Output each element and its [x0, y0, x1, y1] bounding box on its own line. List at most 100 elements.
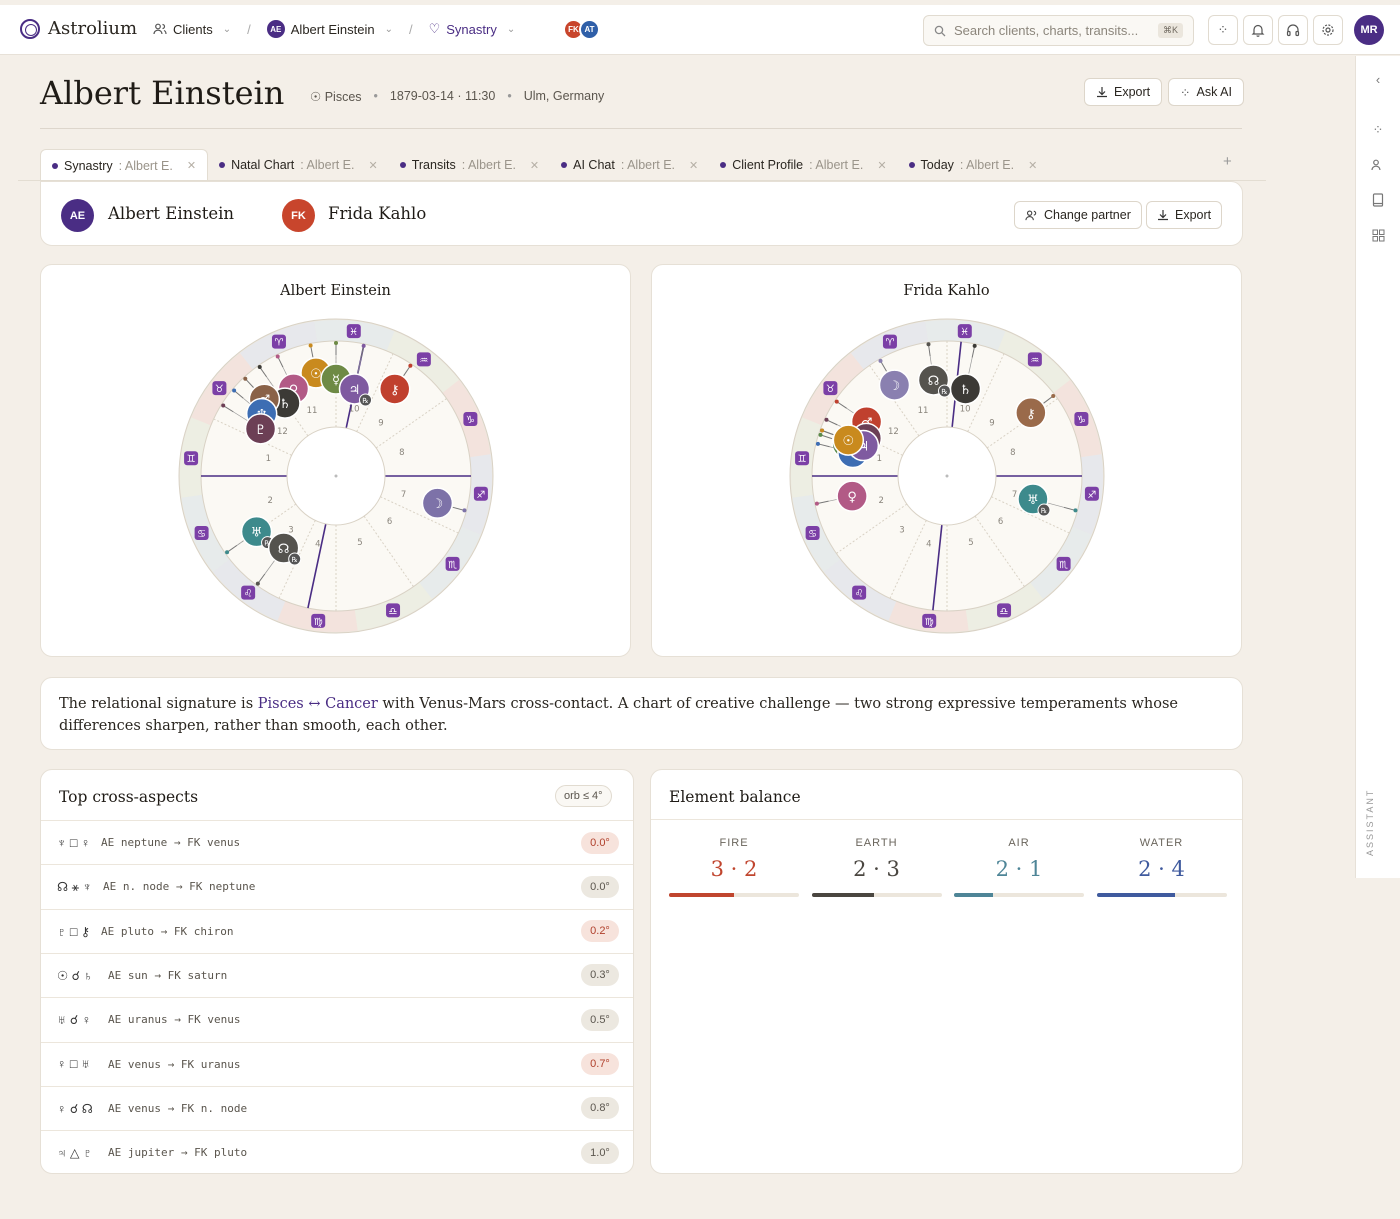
- planet-disc: [244, 413, 277, 445]
- planet-tick: [360, 345, 365, 358]
- retrograde-badge: [359, 393, 373, 407]
- aspect-row[interactable]: ☉ ☌ ♄ AE sun → FK saturn 0.3°: [41, 952, 633, 997]
- tab-label: Today: [920, 158, 954, 172]
- element-bar-fill: [1096, 893, 1175, 897]
- tab-transits[interactable]: Transits: Albert E. ✕: [389, 149, 550, 181]
- orb-badge: 0.2°: [581, 920, 619, 943]
- chart-wheel-b[interactable]: ♑♒♓♈♉♊♋♌♍♎♏♐123456789101112☽☊℞♄⚷♂♇☿♆♃☉♀♅…: [777, 308, 1117, 643]
- heart-icon: ♡: [428, 21, 441, 36]
- breadcrumb-client[interactable]: AE Albert Einstein ⌄: [266, 20, 393, 38]
- sign-glyph: ♏: [1059, 560, 1068, 571]
- signature-arrow: ↔: [303, 696, 326, 712]
- planet-marker: [275, 354, 280, 359]
- book-icon[interactable]: [1370, 193, 1386, 209]
- sign-glyph: ♑: [466, 415, 475, 426]
- close-icon[interactable]: ✕: [689, 159, 699, 172]
- breadcrumb-clients[interactable]: Clients ⌄: [153, 22, 231, 37]
- aspect-row[interactable]: ♆ □ ♀ AE neptune → FK venus 0.0°: [41, 820, 633, 864]
- search-input[interactable]: Search clients, charts, transits...: [954, 23, 1139, 38]
- close-icon[interactable]: ✕: [1028, 159, 1038, 172]
- planet-glyph: ♇: [255, 423, 267, 438]
- ai-sparkle-button[interactable]: ⁘: [1208, 15, 1238, 45]
- planet-marker: [834, 399, 839, 404]
- tab-natal-chart[interactable]: Natal Chart: Albert E. ✕: [208, 149, 389, 181]
- top-bar: Astrolium Clients ⌄ / AE Albert Einstein…: [0, 5, 1400, 55]
- aspect-row[interactable]: ♃ △ ♇ AE jupiter → FK pluto 1.0°: [41, 1130, 633, 1173]
- users-glyph: [1371, 159, 1381, 171]
- close-icon[interactable]: ✕: [368, 159, 378, 172]
- cross-aspects-title: Top cross-aspects: [59, 788, 199, 806]
- planet-disc: [1015, 397, 1047, 429]
- planet-marker: [243, 376, 248, 381]
- planet-marker: [462, 508, 467, 513]
- grid-icon[interactable]: [1370, 229, 1386, 245]
- orb-badge: 0.8°: [581, 1097, 619, 1120]
- synastry-export-button[interactable]: Export: [1146, 201, 1223, 229]
- settings-button[interactable]: [1313, 15, 1343, 45]
- collapse-icon[interactable]: ‹: [1375, 72, 1381, 87]
- planet-glyph: ♄: [960, 383, 972, 398]
- grid-glyph: [1372, 229, 1384, 242]
- user-avatar[interactable]: MR: [1354, 15, 1384, 45]
- aspect-row[interactable]: ♀ ☌ ☊ AE venus → FK n. node 0.8°: [41, 1085, 633, 1130]
- aspect-row[interactable]: ☊ ⚹ ♆ AE n. node → FK neptune 0.0°: [41, 864, 633, 908]
- sign-glyph: ♐: [1087, 490, 1096, 501]
- orb-badge: 0.5°: [581, 1008, 619, 1031]
- tab-sub: : Albert E.: [809, 158, 864, 172]
- aspect-row[interactable]: ♇ □ ⚷ AE pluto → FK chiron 0.2°: [41, 908, 633, 953]
- house-number: 5: [968, 538, 973, 548]
- change-partner-button[interactable]: Change partner: [1014, 201, 1142, 229]
- center-dot: [334, 474, 338, 478]
- ic-axis: [307, 523, 327, 609]
- aspect-glyphs: ☊ ⚹ ♆: [57, 879, 92, 894]
- planet-disc: [832, 424, 865, 456]
- notifications-button[interactable]: [1243, 15, 1273, 45]
- tab-today[interactable]: Today : Albert E. ✕: [898, 149, 1049, 181]
- planet-glyph: ☽: [432, 497, 444, 512]
- chart-b-title: Frida Kahlo: [903, 283, 990, 299]
- signature-sign-a[interactable]: Pisces: [257, 696, 304, 712]
- tab-client-profile[interactable]: Client Profile: Albert E. ✕: [709, 149, 897, 181]
- close-icon[interactable]: ✕: [877, 159, 887, 172]
- search-box[interactable]: Search clients, charts, transits... ⌘K: [923, 15, 1194, 46]
- pair-avatars[interactable]: FK AT: [563, 19, 600, 40]
- support-button[interactable]: [1278, 15, 1308, 45]
- element-balance-card: Element balance FIRE 3 · 2 EARTH 2 · 3 AIR 2 …: [650, 769, 1243, 1174]
- tab-sub: : Albert E.: [959, 158, 1015, 172]
- sign-glyph: ♒: [419, 355, 428, 366]
- signature-sign-b[interactable]: Cancer: [325, 696, 378, 712]
- aspect-row[interactable]: ♀ □ ♅ AE venus → FK uranus 0.7°: [41, 1041, 633, 1086]
- assistant-label[interactable]: ASSISTANT: [1365, 788, 1375, 856]
- planet-glyph: ☉: [310, 367, 322, 382]
- close-icon[interactable]: ✕: [186, 160, 197, 172]
- breadcrumb-view[interactable]: ♡ Synastry ⌄: [429, 21, 516, 37]
- sparkle-icon[interactable]: ⁘: [1372, 122, 1384, 137]
- tab-synastry[interactable]: Synastry: Albert E. ✕: [40, 149, 209, 181]
- aspect-row[interactable]: ♅ ☌ ♀ AE uranus → FK venus 0.5°: [41, 997, 633, 1041]
- person-a-name: Albert Einstein: [108, 204, 234, 223]
- chart-wheel-a[interactable]: ♑♒♓♈♉♊♋♌♍♎♏♐123456789101112☉☿♃℞⚷♀♄♂♆♇☽♅℞…: [166, 308, 506, 643]
- sign-glyph: ♊: [798, 454, 807, 465]
- chevron-down-icon: ⌄: [222, 23, 232, 35]
- ask-ai-button[interactable]: ⁘ Ask AI: [1168, 78, 1244, 106]
- sparkle-icon: ⁘: [1180, 85, 1191, 100]
- app-logo[interactable]: Astrolium: [20, 18, 137, 39]
- orb-filter[interactable]: orb ≤ 4°: [555, 785, 612, 807]
- tab-sub: : Albert E.: [300, 158, 355, 172]
- sign-glyph: ♍: [314, 617, 323, 628]
- sign-glyph: ♉: [215, 384, 224, 395]
- synastry-pair-card: AE Albert Einstein ✦ FK Frida Kahlo Chan…: [40, 181, 1243, 246]
- add-tab-button[interactable]: +: [1223, 153, 1232, 170]
- users-icon[interactable]: [1370, 158, 1386, 174]
- tab-ai-chat[interactable]: AI Chat: Albert E. ✕: [550, 149, 709, 181]
- breadcrumb-separator: /: [247, 21, 251, 37]
- planet-tick: [971, 345, 976, 358]
- planet-tick: [403, 365, 411, 376]
- planet-marker: [818, 432, 823, 437]
- retrograde-icon: ℞: [292, 556, 298, 564]
- element-label: WATER: [1139, 837, 1184, 849]
- sun-sign-label: Pisces: [324, 90, 362, 104]
- close-icon[interactable]: ✕: [529, 159, 540, 172]
- partner-avatar-b: AT: [579, 19, 600, 40]
- export-button[interactable]: Export: [1084, 78, 1163, 106]
